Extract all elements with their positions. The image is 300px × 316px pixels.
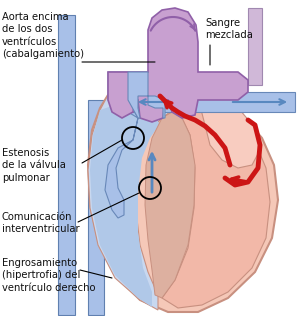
- Text: Estenosis
de la válvula
pulmonar: Estenosis de la válvula pulmonar: [2, 148, 66, 183]
- Text: Sangre
mezclada: Sangre mezclada: [205, 18, 253, 40]
- Polygon shape: [88, 100, 104, 315]
- Polygon shape: [162, 108, 270, 308]
- Polygon shape: [105, 72, 138, 218]
- Text: Comunicación
interventricular: Comunicación interventricular: [2, 212, 80, 234]
- Polygon shape: [198, 98, 260, 168]
- Polygon shape: [248, 8, 262, 85]
- Polygon shape: [58, 15, 75, 315]
- Polygon shape: [128, 72, 165, 118]
- Polygon shape: [108, 8, 248, 122]
- Polygon shape: [145, 112, 195, 298]
- Polygon shape: [128, 92, 295, 112]
- Text: Engrosamiento
(hipertrofia) del
ventrículo derecho: Engrosamiento (hipertrofia) del ventrícu…: [2, 258, 95, 293]
- Polygon shape: [88, 95, 278, 312]
- Text: Aorta encima
de los dos
ventrículos
(cabalgamiento): Aorta encima de los dos ventrículos (cab…: [2, 12, 84, 59]
- Polygon shape: [90, 100, 160, 307]
- Polygon shape: [88, 95, 170, 310]
